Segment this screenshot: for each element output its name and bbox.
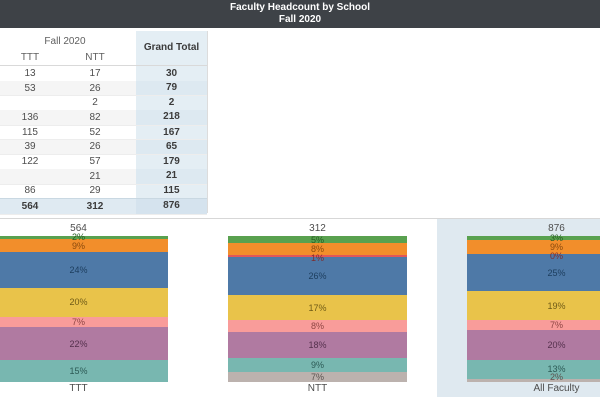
cell-total: 115 — [163, 185, 180, 197]
column-header-ntt: NTT — [85, 52, 105, 63]
dashboard-title-bar: Faculty Headcount by School Fall 2020 — [0, 0, 600, 28]
cell-ntt-total: 312 — [86, 201, 104, 213]
bar-segment-purple[interactable] — [228, 331, 407, 359]
bar-segment-yellow[interactable] — [228, 294, 407, 321]
cell-ntt: 21 — [89, 170, 101, 182]
cell-total: 30 — [165, 67, 178, 79]
bar-segment-teal[interactable] — [228, 358, 407, 372]
bar-segment-yellow[interactable] — [467, 291, 600, 320]
cell-ttt: 136 — [21, 111, 39, 123]
bar-segment-blue[interactable] — [228, 256, 407, 295]
bar-total-label-ttt: 564 — [70, 223, 87, 234]
cell-grand-total: 876 — [136, 199, 207, 214]
cell-ntt: 26 — [89, 82, 101, 94]
bar-segment-gray[interactable] — [467, 379, 600, 382]
cell-ttt: 86 — [24, 185, 36, 197]
bar-segment-orange[interactable] — [228, 243, 407, 256]
table-header-divider — [0, 65, 207, 66]
cell-total: 21 — [136, 168, 207, 184]
bar-segment-teal[interactable] — [0, 359, 168, 382]
bar-segment-blue[interactable] — [467, 254, 600, 292]
cell-total: 79 — [136, 80, 207, 96]
cell-ntt: 26 — [89, 141, 101, 153]
cell-total: 2 — [168, 97, 175, 109]
bar-segment-purple[interactable] — [0, 327, 168, 360]
cell-ttt: 115 — [22, 126, 38, 138]
table-group-header: Fall 2020 — [44, 36, 86, 47]
table-right-border — [207, 31, 208, 213]
cell-total: 167 — [163, 126, 180, 138]
cell-total: 65 — [136, 139, 207, 155]
axis-label-ttt: TTT — [69, 383, 88, 394]
cell-ntt: 82 — [89, 111, 101, 123]
table-row[interactable]: 21 21 — [0, 168, 207, 185]
stacked-bar-ntt: 5% 8% 1% 26% 17% 8% 18% 9% 7% — [228, 235, 407, 382]
cell-ntt: 52 — [89, 126, 101, 138]
cell-ntt: 57 — [89, 156, 101, 168]
bar-segment-gray[interactable] — [228, 371, 407, 382]
bar-total-label-ntt: 312 — [309, 223, 326, 234]
axis-label-all-faculty: All Faculty — [533, 383, 580, 394]
dashboard-subtitle: Fall 2020 — [278, 14, 322, 25]
table-row[interactable]: 136 82 218 — [0, 110, 207, 126]
stacked-bar-chart: 564 312 876 2% 9% 24% 20% 7% 22% 15% 5% 8% 1% 26%… — [0, 218, 600, 400]
bar-segment-green[interactable] — [467, 236, 600, 241]
bar-segment-orange[interactable] — [0, 238, 168, 253]
bar-total-label-all-faculty: 876 — [548, 223, 565, 234]
cell-ntt: 29 — [89, 185, 101, 197]
bar-segment-red[interactable] — [228, 255, 407, 257]
bar-segment-pink[interactable] — [228, 320, 407, 332]
table-row[interactable]: 122 57 179 — [0, 154, 207, 170]
bar-segment-teal[interactable] — [467, 359, 600, 380]
dashboard-title: Faculty Headcount by School — [229, 2, 371, 13]
stacked-bar-all-faculty: 3% 9% 0% 25% 19% 7% 20% 13% 2% — [467, 233, 600, 382]
table-grand-total-row[interactable]: 564 312 876 — [0, 198, 207, 215]
bar-segment-orange[interactable] — [467, 240, 600, 254]
column-header-ttt: TTT — [20, 52, 40, 63]
cell-ttt-total: 564 — [21, 201, 39, 213]
bar-segment-yellow[interactable] — [0, 287, 168, 318]
cell-ttt: 13 — [24, 67, 36, 79]
cell-total: 218 — [136, 110, 207, 125]
bar-segment-blue[interactable] — [0, 252, 168, 288]
bar-segment-pink[interactable] — [0, 317, 168, 328]
cell-ntt: 17 — [89, 67, 101, 79]
bar-segment-pink[interactable] — [467, 319, 600, 330]
cell-ttt: 122 — [21, 156, 39, 168]
table-row[interactable]: 53 26 79 — [0, 80, 207, 97]
table-row[interactable]: 115 52 167 — [0, 125, 207, 141]
bar-segment-purple[interactable] — [467, 330, 600, 360]
cell-ttt: 39 — [24, 141, 36, 153]
bar-segment-green[interactable] — [0, 236, 168, 239]
axis-label-ntt: NTT — [307, 383, 328, 394]
bar-segment-green[interactable] — [228, 236, 407, 244]
cell-ntt: 2 — [92, 97, 98, 109]
cell-ttt: 53 — [24, 82, 36, 94]
stacked-bar-ttt: 2% 9% 24% 20% 7% 22% 15% — [0, 232, 168, 382]
table-row[interactable]: 13 17 30 — [0, 66, 207, 82]
table-row[interactable]: 86 29 115 — [0, 184, 207, 200]
cell-total: 179 — [163, 156, 180, 168]
column-header-grand-total: Grand Total — [143, 42, 200, 53]
headcount-table: Fall 2020 TTT NTT Grand Total 13 17 30 53 2… — [0, 28, 208, 215]
table-row[interactable]: 39 26 65 — [0, 139, 207, 156]
